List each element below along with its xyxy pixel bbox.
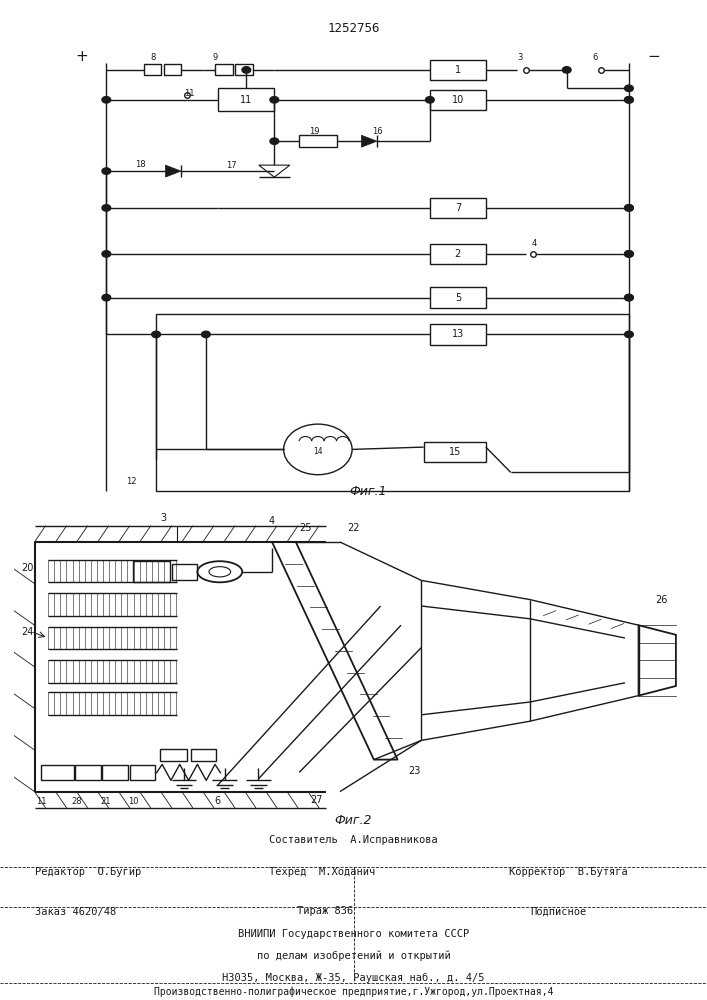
Text: Н3035, Москва, Ж-35, Раушская наб., д. 4/5: Н3035, Москва, Ж-35, Раушская наб., д. 4…: [222, 973, 485, 983]
Text: Техред  М.Ходанич: Техред М.Ходанич: [269, 867, 375, 877]
Text: 11: 11: [36, 797, 47, 806]
Polygon shape: [361, 135, 377, 147]
Text: Редактор  О.Бугир: Редактор О.Бугир: [35, 867, 141, 877]
Bar: [156, 314, 629, 491]
Text: 9: 9: [213, 53, 218, 62]
Circle shape: [624, 97, 633, 103]
Circle shape: [152, 331, 160, 338]
Text: 15: 15: [448, 447, 461, 457]
Polygon shape: [165, 165, 181, 177]
Text: 2: 2: [455, 249, 461, 259]
Text: по делам изобретений и открытий: по делам изобретений и открытий: [257, 951, 450, 961]
Text: 3: 3: [518, 53, 522, 62]
Circle shape: [102, 205, 111, 211]
Text: 22: 22: [347, 523, 360, 533]
Text: 11: 11: [184, 89, 194, 98]
Text: Фиг.1: Фиг.1: [349, 485, 387, 498]
Text: 8: 8: [151, 53, 156, 62]
Bar: [191, 749, 216, 761]
Bar: [299, 135, 337, 147]
Text: 19: 19: [310, 127, 320, 136]
Text: 13: 13: [452, 329, 464, 339]
Text: 4: 4: [532, 239, 537, 248]
Circle shape: [624, 251, 633, 257]
Circle shape: [201, 331, 210, 338]
Text: Заказ 4620/48: Заказ 4620/48: [35, 906, 117, 916]
Text: Корректор  В.Бутяга: Корректор В.Бутяга: [509, 867, 628, 877]
Circle shape: [102, 294, 111, 301]
Bar: [430, 287, 486, 308]
Text: 26: 26: [655, 595, 668, 605]
Bar: [163, 64, 181, 75]
Circle shape: [426, 97, 434, 103]
Bar: [215, 64, 233, 75]
Text: 18: 18: [135, 160, 146, 169]
Circle shape: [270, 97, 279, 103]
Text: 16: 16: [372, 127, 382, 136]
Text: Фиг.2: Фиг.2: [334, 814, 373, 827]
Text: Производственно-полиграфическое предприятие,г.Ужгород,ул.Проектная,4: Производственно-полиграфическое предприя…: [153, 986, 554, 997]
Text: −: −: [648, 49, 660, 64]
Circle shape: [624, 97, 633, 103]
Text: +: +: [75, 49, 88, 64]
Text: 24: 24: [21, 627, 33, 637]
Circle shape: [102, 97, 111, 103]
Text: 1: 1: [455, 65, 461, 75]
Text: 23: 23: [409, 766, 421, 776]
Bar: [172, 564, 197, 580]
Circle shape: [562, 67, 571, 73]
Text: 6: 6: [592, 53, 597, 62]
Bar: [144, 64, 161, 75]
Circle shape: [624, 205, 633, 211]
Text: Тираж 836: Тираж 836: [297, 906, 354, 916]
Bar: [430, 244, 486, 264]
Bar: [430, 324, 486, 345]
Bar: [430, 60, 486, 80]
Circle shape: [624, 205, 633, 211]
Text: ВНИИПИ Государственного комитета СССР: ВНИИПИ Государственного комитета СССР: [238, 929, 469, 939]
Text: 1252756: 1252756: [327, 22, 380, 35]
Circle shape: [624, 85, 633, 92]
Text: 12: 12: [126, 477, 136, 486]
Bar: [41, 765, 74, 780]
Bar: [218, 88, 274, 111]
Text: 5: 5: [455, 293, 461, 303]
Bar: [75, 765, 101, 780]
Circle shape: [270, 138, 279, 144]
Text: 28: 28: [71, 797, 82, 806]
Text: 4: 4: [269, 516, 275, 526]
Text: 21: 21: [100, 797, 111, 806]
Text: 10: 10: [129, 797, 139, 806]
Text: 25: 25: [300, 523, 312, 533]
Text: 20: 20: [21, 563, 33, 573]
Text: Составитель  А.Исправникова: Составитель А.Исправникова: [269, 835, 438, 845]
Bar: [103, 765, 128, 780]
Circle shape: [102, 168, 111, 174]
Text: 3: 3: [160, 513, 167, 523]
Text: 14: 14: [313, 447, 322, 456]
Circle shape: [102, 251, 111, 257]
Bar: [423, 442, 486, 462]
Text: 17: 17: [226, 161, 237, 170]
Bar: [235, 64, 252, 75]
Circle shape: [624, 331, 633, 338]
Text: 10: 10: [452, 95, 464, 105]
Text: 7: 7: [455, 203, 461, 213]
Bar: [430, 198, 486, 218]
Circle shape: [624, 294, 633, 301]
Circle shape: [624, 294, 633, 301]
Circle shape: [242, 67, 251, 73]
Circle shape: [624, 251, 633, 257]
Bar: [430, 90, 486, 110]
Text: Подписное: Подписное: [530, 906, 587, 916]
Text: 11: 11: [240, 95, 252, 105]
Text: 6: 6: [215, 796, 221, 806]
Text: 27: 27: [310, 795, 322, 805]
Bar: [133, 561, 170, 582]
Bar: [160, 749, 187, 761]
Bar: [129, 765, 156, 780]
